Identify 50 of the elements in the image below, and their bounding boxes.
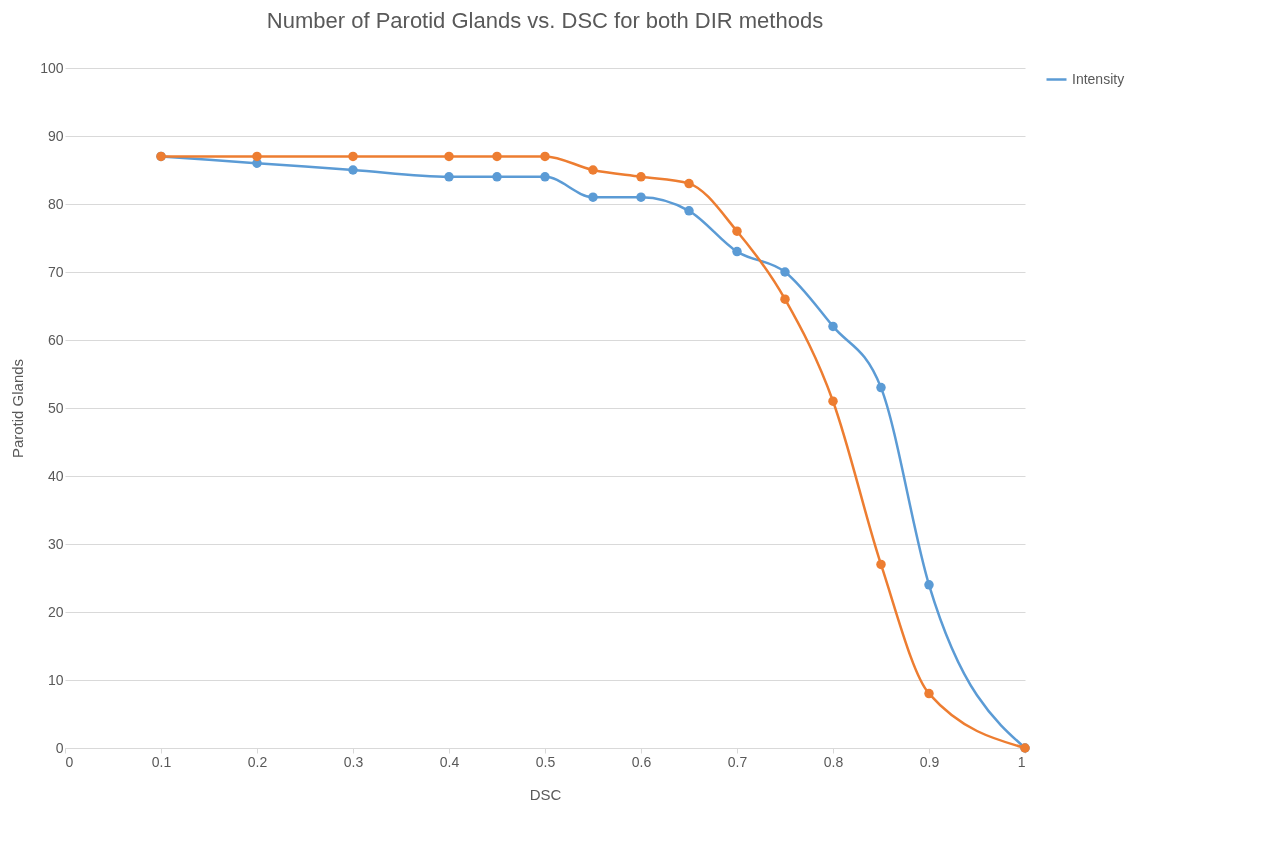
x-tick-label: 0.5	[535, 753, 556, 770]
point	[540, 172, 550, 182]
y-tick-label: 70	[47, 263, 64, 280]
point	[252, 151, 262, 162]
chart-title: Number of Parotid Glands vs. DSC for both DIR methods	[266, 8, 824, 33]
y-tick-label: 60	[47, 331, 64, 348]
point	[492, 172, 502, 182]
point	[540, 151, 550, 162]
point	[684, 178, 694, 189]
point	[636, 172, 646, 182]
y-tick-label: 40	[47, 467, 64, 484]
x-tick-label: 0.4	[439, 753, 460, 770]
y-tick-label: 0	[55, 739, 64, 756]
x-tick-label: 0.6	[631, 753, 652, 770]
point	[444, 151, 454, 162]
point	[444, 172, 454, 182]
x-tick-label: 0.3	[343, 753, 364, 770]
point	[780, 294, 790, 304]
point	[732, 246, 742, 257]
point	[924, 580, 934, 590]
x-tick-label: 1	[1017, 753, 1026, 770]
point	[876, 559, 886, 570]
point	[492, 151, 502, 162]
y-tick-label: 50	[47, 399, 64, 416]
y-tick-label: 100	[40, 59, 64, 76]
point	[828, 396, 838, 406]
point	[348, 151, 358, 162]
point	[588, 192, 598, 202]
point	[780, 267, 790, 277]
legend-label: Intensity	[1072, 70, 1125, 87]
y-tick-label: 10	[47, 671, 64, 688]
point	[732, 226, 742, 236]
x-tick-label: 0.8	[823, 753, 844, 770]
y-axis-title: Parotid Glands	[9, 358, 27, 459]
x-tick-label: 0.2	[247, 753, 268, 770]
x-axis-title: DSC	[529, 785, 562, 803]
point	[924, 688, 934, 699]
point	[636, 192, 646, 202]
y-tick-label: 80	[47, 195, 64, 212]
x-tick-label: 0.9	[919, 753, 940, 770]
y-tick-label: 30	[47, 535, 64, 552]
point	[684, 206, 694, 216]
x-tick-label: 0.7	[727, 753, 748, 770]
y-tick-label: 90	[47, 127, 64, 144]
point	[828, 321, 838, 332]
point	[348, 165, 358, 175]
x-tick-label: 0.1	[151, 753, 172, 770]
point	[588, 165, 598, 175]
y-tick-label: 20	[47, 603, 64, 620]
point	[876, 382, 886, 393]
